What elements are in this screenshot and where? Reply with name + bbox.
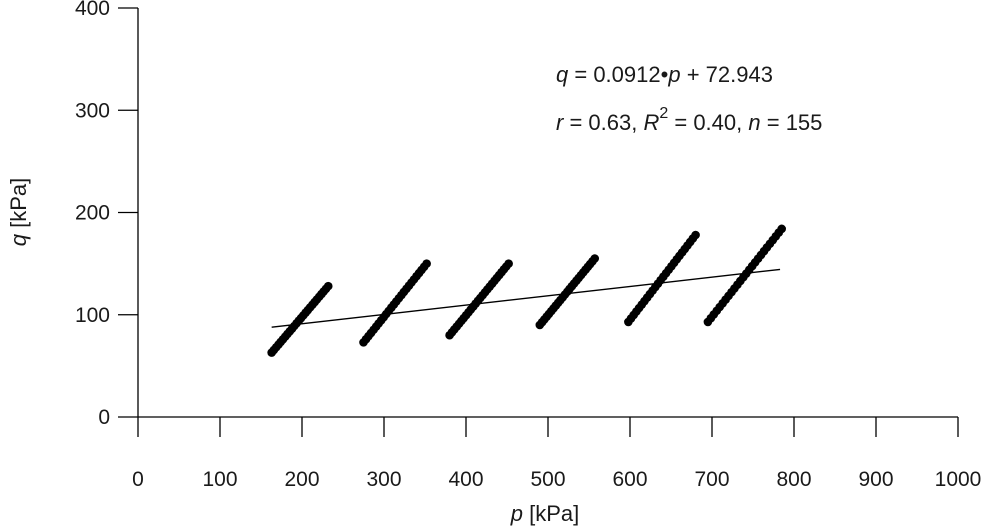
x-tick-label: 500 bbox=[530, 468, 565, 491]
y-tick-label: 300 bbox=[75, 99, 110, 122]
y-tick-label: 200 bbox=[75, 202, 110, 225]
regression-equation: q = 0.0912•p + 72.943 bbox=[556, 62, 773, 87]
x-tick-label: 300 bbox=[366, 468, 401, 491]
x-tick-label: 0 bbox=[132, 468, 144, 491]
x-tick-label: 800 bbox=[776, 468, 811, 491]
y-tick-label: 0 bbox=[98, 406, 110, 429]
y-tick-label: 100 bbox=[75, 304, 110, 327]
trendline bbox=[271, 268, 781, 328]
x-tick-label: 1000 bbox=[935, 468, 982, 491]
data-point bbox=[422, 259, 431, 268]
data-point bbox=[691, 230, 700, 240]
trendline-group bbox=[271, 268, 781, 328]
x-axis-label: p [kPa] bbox=[510, 501, 580, 526]
x-tick-label: 200 bbox=[284, 468, 319, 491]
data-point bbox=[777, 224, 786, 234]
x-tick-label: 700 bbox=[694, 468, 729, 491]
data-point bbox=[323, 281, 333, 291]
y-ticks: 0 100 200 300 400 bbox=[75, 0, 138, 429]
regression-stats: r = 0.63, R2 = 0.40, n = 155 bbox=[556, 105, 822, 135]
y-tick-label: 400 bbox=[75, 0, 110, 20]
x-tick-label: 900 bbox=[858, 468, 893, 491]
data-point bbox=[590, 254, 600, 263]
data-point bbox=[504, 259, 513, 268]
x-tick-label: 100 bbox=[202, 468, 237, 491]
y-axis-label: q [kPa] bbox=[6, 178, 31, 247]
x-ticks: 0 100 200 300 400 500 600 700 800 900 1000 bbox=[132, 417, 981, 491]
data-points bbox=[267, 224, 786, 357]
x-tick-label: 600 bbox=[612, 468, 647, 491]
axes bbox=[137, 8, 958, 418]
x-tick-label: 400 bbox=[448, 468, 483, 491]
